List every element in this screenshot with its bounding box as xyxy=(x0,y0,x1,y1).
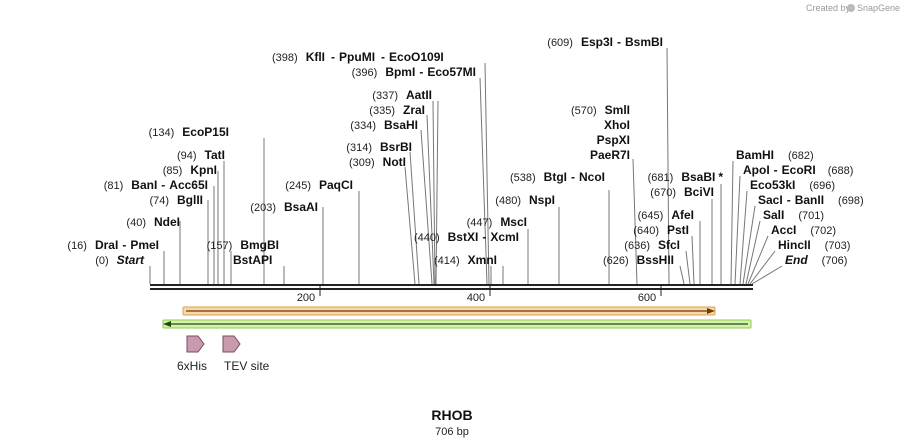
site-bmgbi[interactable]: (157) BmgBI xyxy=(207,238,279,252)
site-paqci[interactable]: (245) PaqCI xyxy=(285,178,353,192)
tick-label-400: 400 xyxy=(467,292,485,304)
site-noti[interactable]: (309) NotI xyxy=(349,155,406,169)
site-bani[interactable]: (81) BanI - Acc65I xyxy=(104,178,208,192)
site-bamhi[interactable]: BamHI (682) xyxy=(736,148,814,162)
orf-forward-arrow[interactable] xyxy=(182,306,716,316)
feature-6xhis-label: 6xHis xyxy=(177,359,207,373)
site-bsrbi[interactable]: (314) BsrBI xyxy=(346,140,412,154)
leader-lines xyxy=(149,47,783,285)
site-bstapi[interactable]: BstAPI xyxy=(233,253,272,267)
map-length: 706 bp xyxy=(435,426,469,438)
tick-label-200: 200 xyxy=(297,292,315,304)
site-saci[interactable]: SacI - BanII (698) xyxy=(758,193,864,207)
site-bsshii[interactable]: (626) BssHII xyxy=(603,253,674,267)
snapgene-logo-icon xyxy=(847,4,855,12)
site-acci[interactable]: AccI (702) xyxy=(771,223,836,237)
site-ndei[interactable]: (40) NdeI xyxy=(126,215,180,229)
site-pspxi[interactable]: PspXI xyxy=(597,133,630,147)
site-msci[interactable]: (447) MscI xyxy=(467,215,527,229)
site-bcivi[interactable]: (670) BciVI xyxy=(650,185,714,199)
feature-6xhis[interactable]: 6xHis xyxy=(177,335,207,373)
site-sali[interactable]: SalI (701) xyxy=(763,208,824,222)
site-tati[interactable]: (94) TatI xyxy=(177,148,225,162)
site-nspi[interactable]: (480) NspI xyxy=(495,193,555,207)
site-smli[interactable]: (570) SmlI xyxy=(571,103,630,117)
site-xmni[interactable]: (414) XmnI xyxy=(434,253,497,267)
site-btgi[interactable]: (538) BtgI - NcoI xyxy=(510,170,605,184)
site-bpmi[interactable]: (396) BpmI - Eco57MI xyxy=(352,65,476,79)
site-bsaai[interactable]: (203) BsaAI xyxy=(250,200,318,214)
tick-label-600: 600 xyxy=(638,292,656,304)
site-ecop15i[interactable]: (134) EcoP15I xyxy=(149,125,229,139)
sequence-backbone[interactable] xyxy=(150,284,753,296)
site-kfli[interactable]: (398) KflI - PpuMI - EcoO109I xyxy=(272,50,444,64)
credit-brand: SnapGene xyxy=(857,3,900,13)
site-paer7i[interactable]: PaeR7I xyxy=(590,148,630,162)
site-start[interactable]: (0) Start xyxy=(95,253,145,267)
feature-tev-site-label: TEV site xyxy=(224,359,270,373)
site-bsabi[interactable]: (681) BsaBI * xyxy=(648,170,724,184)
snapgene-credit: Created by SnapGene xyxy=(806,3,900,13)
feature-tev-site[interactable]: TEV site xyxy=(222,335,270,373)
site-apoi[interactable]: ApoI - EcoRI (688) xyxy=(743,163,853,177)
credit-prefix: Created by xyxy=(806,3,851,13)
site-esp3i[interactable]: (609) Esp3I - BsmBI xyxy=(547,35,663,49)
site-sfci[interactable]: (636) SfcI xyxy=(624,238,680,252)
site-hincii[interactable]: HincII (703) xyxy=(778,238,850,252)
site-zrai[interactable]: (335) ZraI xyxy=(369,103,425,117)
feature-tev-site-icon xyxy=(222,335,241,353)
site-aatii[interactable]: (337) AatII xyxy=(372,88,432,102)
site-eco53ki[interactable]: Eco53kI (696) xyxy=(750,178,835,192)
site-psti[interactable]: (640) PstI xyxy=(633,223,689,237)
site-xhoi[interactable]: XhoI xyxy=(604,118,630,132)
map-title: RHOB xyxy=(431,407,472,423)
site-bglii[interactable]: (74) BglII xyxy=(149,193,203,207)
site-end[interactable]: End (706) xyxy=(785,253,847,267)
site-drai[interactable]: (16) DraI - PmeI xyxy=(67,238,159,252)
site-bstxi[interactable]: (440) BstXI - XcmI xyxy=(414,230,519,244)
site-kpni[interactable]: (85) KpnI xyxy=(163,163,217,177)
orf-reverse-arrow[interactable] xyxy=(162,319,752,329)
feature-6xhis-icon xyxy=(186,335,205,353)
site-bsahi[interactable]: (334) BsaHI xyxy=(350,118,418,132)
site-afei[interactable]: (645) AfeI xyxy=(638,208,694,222)
